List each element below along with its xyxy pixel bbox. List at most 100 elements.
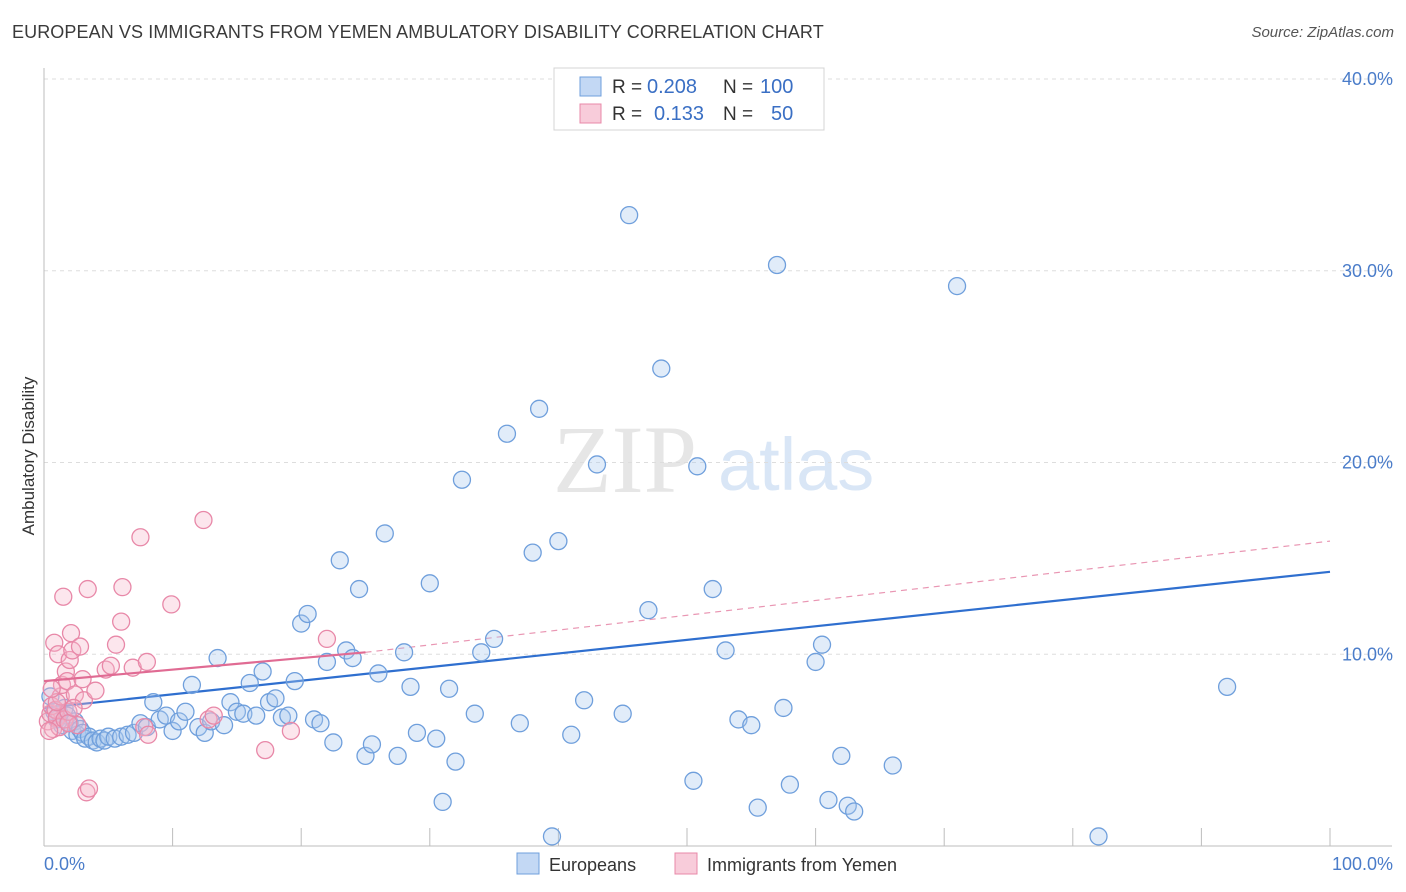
point-yemen-14 <box>57 671 77 691</box>
point-yemen-42 <box>256 740 275 760</box>
point-europeans-43 <box>253 662 272 681</box>
legend-swatch-yemen <box>579 103 602 124</box>
point-europeans-74 <box>472 643 491 662</box>
point-yemen-39 <box>194 510 213 530</box>
point-europeans-31 <box>176 702 195 721</box>
y-tick-label-40: 40.0% <box>1342 69 1393 89</box>
point-europeans-52 <box>311 714 330 733</box>
point-europeans-30 <box>169 712 189 731</box>
point-europeans-88 <box>652 359 671 378</box>
point-europeans-34 <box>195 723 214 743</box>
point-yemen-20 <box>68 716 87 735</box>
point-europeans-68 <box>427 729 446 748</box>
point-europeans-55 <box>330 551 349 570</box>
point-europeans-95 <box>748 798 767 817</box>
trend-line-yemen-extension <box>365 540 1331 653</box>
point-yemen-32 <box>113 577 132 597</box>
legend-r-value-2: 0.133 <box>654 103 704 125</box>
point-yemen-49 <box>42 679 61 698</box>
bottom-legend-europeans: Europeans <box>549 855 636 875</box>
point-europeans-70 <box>439 679 459 698</box>
point-yemen-29 <box>101 656 121 675</box>
yemen-points <box>38 510 366 802</box>
point-europeans-71 <box>446 752 465 771</box>
y-tick-label-10: 10.0% <box>1342 644 1393 664</box>
point-europeans-72 <box>452 470 472 489</box>
point-europeans-104 <box>845 802 864 821</box>
point-yemen-4 <box>45 633 64 652</box>
point-europeans-22 <box>118 725 137 744</box>
legend-r-label-2: R = <box>612 104 642 125</box>
source-label: Source: ZipAtlas.com <box>1251 24 1394 41</box>
watermark-zip: ZIP <box>553 406 697 513</box>
legend-swatch-europeans <box>579 76 602 97</box>
point-europeans-75 <box>484 629 504 649</box>
point-europeans-54 <box>324 733 343 752</box>
point-europeans-59 <box>356 746 375 766</box>
y-tick-labels: 10.0% 20.0% 30.0% 40.0% <box>1342 69 1393 664</box>
point-europeans-97 <box>774 698 793 718</box>
y-axis-label: Ambulatory Disability <box>19 376 38 535</box>
point-europeans-85 <box>613 704 632 723</box>
point-yemen-36 <box>137 652 157 672</box>
legend-n-label-2: N = <box>723 104 753 125</box>
point-europeans-76 <box>497 424 517 443</box>
point-europeans-39 <box>227 702 247 721</box>
chart-title: EUROPEAN VS IMMIGRANTS FROM YEMEN AMBULA… <box>12 22 824 42</box>
point-yemen-41 <box>204 706 223 725</box>
point-europeans-92 <box>716 641 735 660</box>
point-europeans-49 <box>292 614 311 633</box>
bottom-legend-yemen: Immigrants from Yemen <box>707 855 897 875</box>
x-tick-labels: 0.0% 100.0% <box>44 854 1393 874</box>
point-europeans-86 <box>619 205 639 225</box>
x-tick-label-min: 0.0% <box>44 854 85 874</box>
point-europeans-81 <box>549 531 568 551</box>
point-europeans-87 <box>639 600 658 620</box>
point-yemen-45 <box>39 721 59 741</box>
europeans-points <box>41 205 1237 846</box>
point-yemen-7 <box>48 645 68 664</box>
correlation-legend: R = 0.208 N = 100 R = 0.133 N = 50 <box>553 67 825 131</box>
point-europeans-77 <box>510 714 529 733</box>
point-europeans-84 <box>587 455 607 474</box>
trend-lines <box>43 540 1331 710</box>
point-europeans-26 <box>144 693 163 712</box>
point-yemen-26 <box>79 779 99 798</box>
point-europeans-32 <box>182 675 202 695</box>
point-europeans-91 <box>703 579 722 599</box>
point-europeans-83 <box>574 691 594 710</box>
point-europeans-45 <box>266 689 285 708</box>
point-europeans-89 <box>684 771 703 790</box>
point-yemen-31 <box>112 612 131 631</box>
point-europeans-47 <box>279 706 298 725</box>
point-yemen-44 <box>317 629 337 649</box>
point-europeans-94 <box>742 716 761 735</box>
bottom-legend-swatch-yemen <box>674 852 698 875</box>
legend-n-value-2: 50 <box>771 103 793 125</box>
point-yemen-46 <box>47 693 67 712</box>
point-yemen-38 <box>162 595 181 614</box>
point-europeans-101 <box>819 790 838 810</box>
point-europeans-106 <box>947 276 967 296</box>
x-tick-label-max: 100.0% <box>1332 854 1393 874</box>
point-europeans-38 <box>221 693 240 712</box>
point-europeans-102 <box>832 746 851 766</box>
legend-r-value-1: 0.208 <box>647 76 697 98</box>
point-europeans-82 <box>562 725 581 744</box>
point-europeans-63 <box>388 746 407 766</box>
point-europeans-99 <box>806 652 825 672</box>
point-europeans-19 <box>99 727 118 746</box>
point-yemen-34 <box>131 528 150 547</box>
point-yemen-25 <box>78 579 97 599</box>
point-europeans-41 <box>240 673 259 693</box>
bottom-legend-swatch-europeans <box>516 852 540 875</box>
point-europeans-78 <box>523 543 542 562</box>
series-legend: Europeans Immigrants from Yemen <box>516 852 897 875</box>
point-yemen-19 <box>65 685 85 704</box>
point-europeans-73 <box>465 704 484 723</box>
point-europeans-90 <box>688 457 707 476</box>
point-europeans-61 <box>369 664 388 683</box>
point-europeans-60 <box>362 735 382 754</box>
point-europeans-42 <box>247 706 266 725</box>
